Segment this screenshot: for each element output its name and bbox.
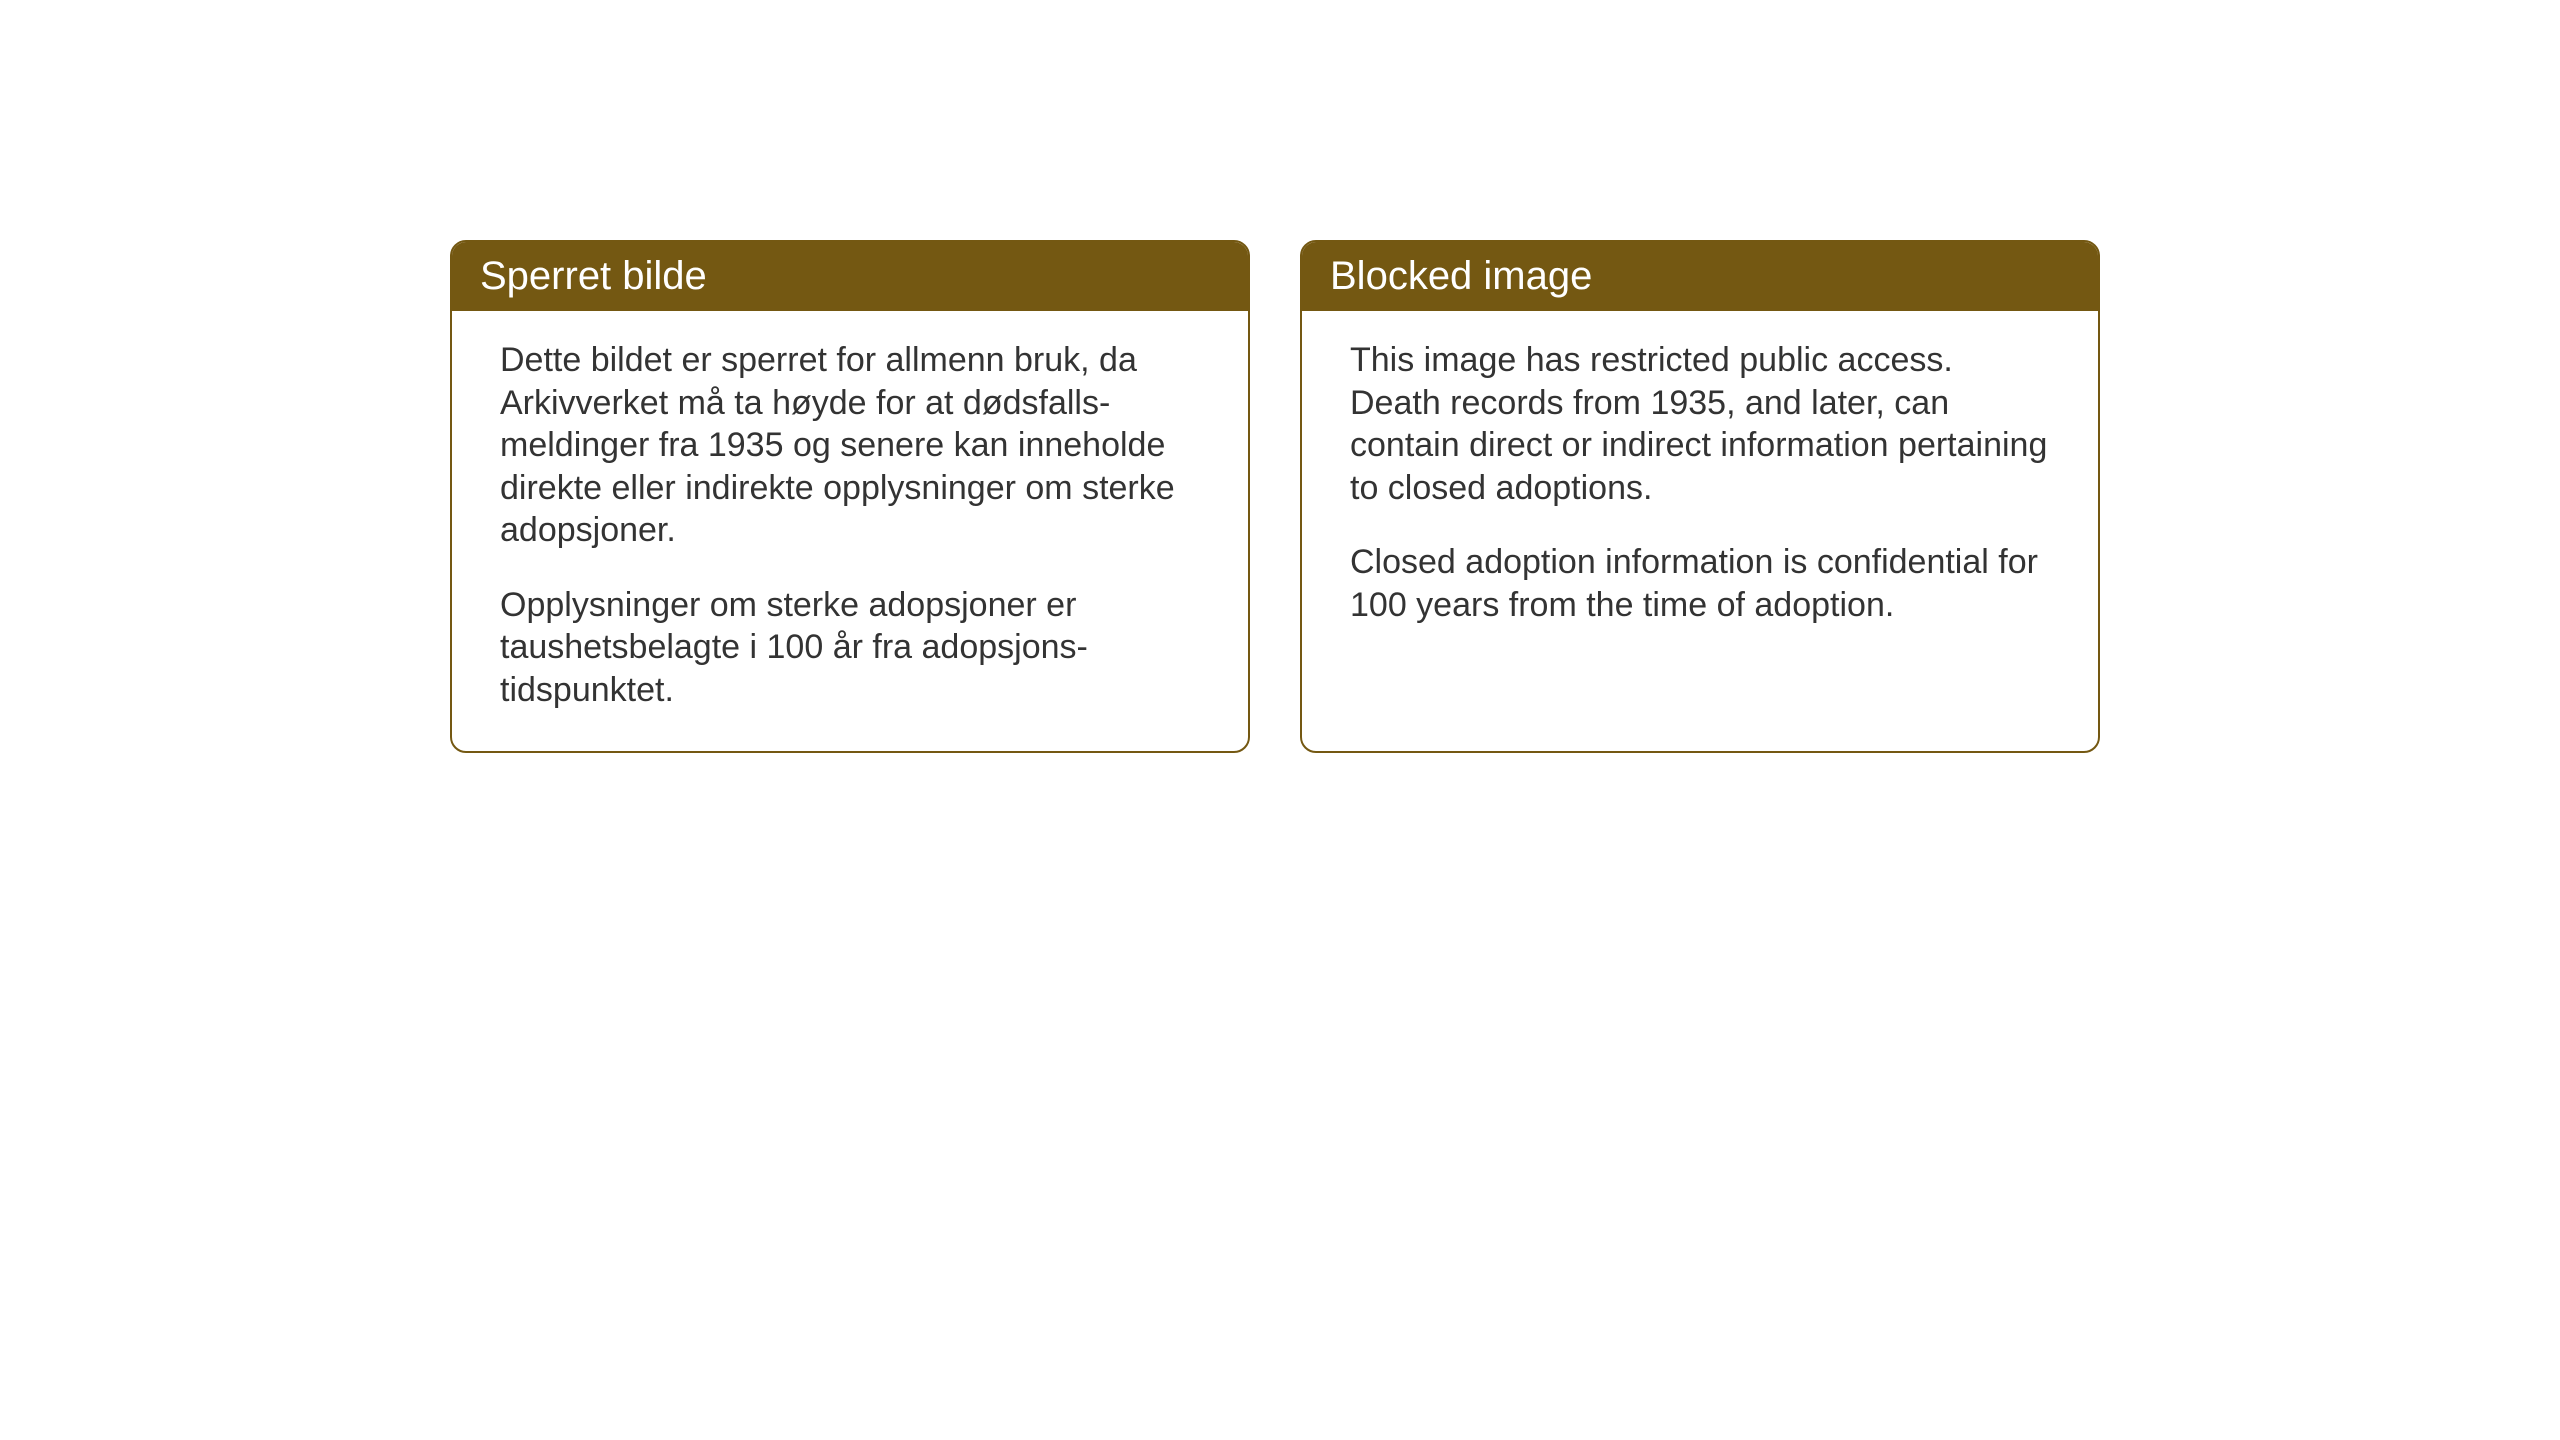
notice-card-english: Blocked image This image has restricted …	[1300, 240, 2100, 753]
card-header-norwegian: Sperret bilde	[452, 242, 1248, 311]
notice-card-norwegian: Sperret bilde Dette bildet er sperret fo…	[450, 240, 1250, 753]
card-title-norwegian: Sperret bilde	[480, 254, 707, 298]
card-header-english: Blocked image	[1302, 242, 2098, 311]
card-body-norwegian: Dette bildet er sperret for allmenn bruk…	[452, 311, 1248, 751]
card-title-english: Blocked image	[1330, 254, 1592, 298]
card-paragraph-1-norwegian: Dette bildet er sperret for allmenn bruk…	[500, 339, 1200, 552]
card-paragraph-2-norwegian: Opplysninger om sterke adopsjoner er tau…	[500, 584, 1200, 712]
card-body-english: This image has restricted public access.…	[1302, 311, 2098, 666]
card-paragraph-1-english: This image has restricted public access.…	[1350, 339, 2050, 509]
card-paragraph-2-english: Closed adoption information is confident…	[1350, 541, 2050, 626]
notice-container: Sperret bilde Dette bildet er sperret fo…	[450, 240, 2100, 753]
